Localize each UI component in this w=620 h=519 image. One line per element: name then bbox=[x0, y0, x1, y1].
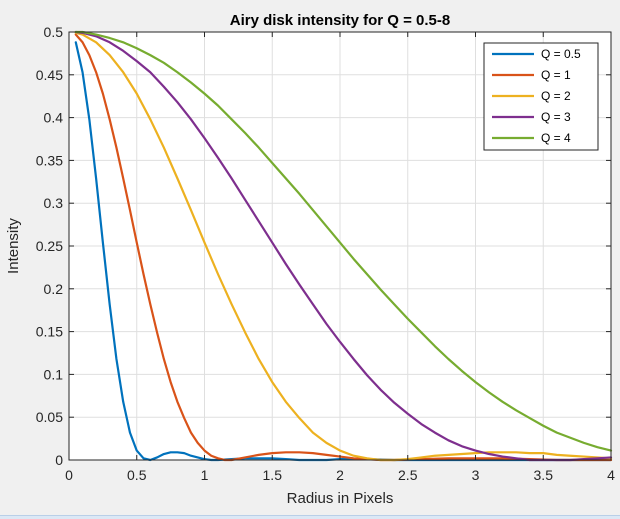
series-line-3 bbox=[74, 31, 613, 462]
legend-label-3: Q = 2 bbox=[541, 89, 571, 103]
y-tick-label: 0.4 bbox=[44, 110, 64, 126]
x-tick-label: 4 bbox=[607, 467, 615, 483]
x-tick-label: 3 bbox=[472, 467, 480, 483]
legend-label-5: Q = 4 bbox=[541, 131, 571, 145]
legend-label-2: Q = 1 bbox=[541, 68, 571, 82]
legend-label-4: Q = 3 bbox=[541, 110, 571, 124]
chart-title: Airy disk intensity for Q = 0.5-8 bbox=[230, 12, 451, 29]
x-tick-label: 2 bbox=[336, 467, 344, 483]
x-tick-labels: 0 0.5 1 1.5 2 2.5 3 3.5 4 bbox=[65, 467, 615, 483]
y-tick-label: 0.45 bbox=[36, 67, 63, 83]
x-tick-label: 3.5 bbox=[534, 467, 554, 483]
series-line-4 bbox=[74, 30, 613, 462]
y-tick-label: 0 bbox=[55, 452, 63, 468]
y-tick-label: 0.25 bbox=[36, 238, 63, 254]
y-tick-label: 0.5 bbox=[44, 24, 64, 40]
series-layer bbox=[74, 30, 613, 462]
y-tick-label: 0.15 bbox=[36, 324, 63, 340]
series-line-5 bbox=[74, 30, 613, 452]
x-tick-label: 0 bbox=[65, 467, 73, 483]
x-tick-label: 0.5 bbox=[127, 467, 147, 483]
legend: Q = 0.5 Q = 1 Q = 2 Q = 3 Q = 4 bbox=[483, 42, 599, 151]
y-tick-labels: 0 0.05 0.1 0.15 0.2 0.25 0.3 0.35 0.4 0.45 0.5 bbox=[36, 24, 63, 468]
y-tick-label: 0.1 bbox=[44, 366, 64, 382]
x-tick-label: 2.5 bbox=[398, 467, 418, 483]
figure-bottom-edge bbox=[0, 515, 620, 519]
ticks bbox=[68, 31, 612, 461]
y-tick-label: 0.35 bbox=[36, 152, 63, 168]
x-tick-label: 1.5 bbox=[263, 467, 283, 483]
x-tick-label: 1 bbox=[201, 467, 209, 483]
legend-label-1: Q = 0.5 bbox=[541, 47, 581, 61]
series-line-2 bbox=[74, 33, 613, 462]
y-axis-label: Intensity bbox=[5, 218, 22, 274]
y-tick-label: 0.2 bbox=[44, 281, 64, 297]
y-tick-label: 0.05 bbox=[36, 409, 63, 425]
legend-items: Q = 0.5 Q = 1 Q = 2 Q = 3 Q = 4 bbox=[492, 47, 581, 145]
y-tick-label: 0.3 bbox=[44, 195, 64, 211]
x-axis-label: Radius in Pixels bbox=[287, 490, 394, 507]
